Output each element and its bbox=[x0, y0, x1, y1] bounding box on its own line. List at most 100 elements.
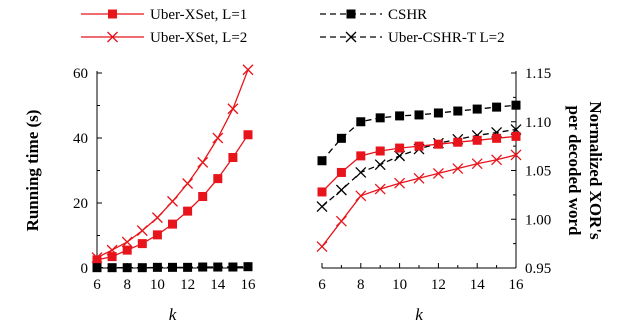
data-point bbox=[472, 104, 482, 114]
data-point bbox=[198, 262, 208, 272]
data-point bbox=[492, 133, 502, 143]
data-point bbox=[335, 215, 347, 227]
x-tick-label: 12 bbox=[180, 277, 195, 293]
data-point bbox=[452, 163, 464, 175]
series bbox=[92, 262, 253, 273]
series bbox=[91, 64, 254, 264]
data-point bbox=[243, 130, 253, 140]
data-point bbox=[491, 154, 503, 166]
y-tick-label: 60 bbox=[73, 66, 88, 82]
data-point bbox=[336, 133, 346, 143]
y-axis-title-line: per decoded word bbox=[565, 105, 584, 236]
data-point bbox=[374, 183, 386, 195]
data-point bbox=[107, 252, 117, 262]
data-point bbox=[137, 263, 147, 273]
data-point bbox=[152, 262, 162, 272]
y-tick-label: 20 bbox=[73, 196, 88, 212]
legend-marker bbox=[107, 31, 118, 43]
data-point bbox=[453, 137, 463, 147]
data-point bbox=[92, 255, 102, 265]
data-point bbox=[197, 156, 209, 168]
series bbox=[316, 124, 522, 213]
data-point bbox=[227, 103, 239, 115]
data-point bbox=[136, 225, 148, 237]
data-point bbox=[91, 252, 103, 264]
x-tick-label: 10 bbox=[392, 277, 407, 293]
data-point bbox=[356, 151, 366, 161]
legend-marker bbox=[346, 9, 356, 19]
x-tick-label: 14 bbox=[470, 277, 486, 293]
legend-label: Uber-CSHR-T L=2 bbox=[388, 30, 505, 46]
data-point bbox=[414, 141, 424, 151]
x-tick-label: 8 bbox=[357, 277, 365, 293]
y-tick-label: 1.00 bbox=[525, 212, 551, 228]
data-point bbox=[198, 192, 208, 201]
legend-entry: CSHR bbox=[320, 7, 427, 23]
legend: Uber-XSet, L=1 CSHR Uber-XSet, L=2 Uber-CSH… bbox=[81, 7, 505, 46]
y-axis-title-line: Normalized XOR's bbox=[586, 101, 605, 240]
data-point bbox=[511, 100, 521, 110]
data-point bbox=[242, 64, 254, 76]
data-point bbox=[510, 149, 522, 161]
data-point bbox=[395, 111, 405, 121]
data-point bbox=[355, 166, 367, 178]
x-axis-title: k bbox=[169, 305, 177, 324]
y-tick-label: 40 bbox=[73, 131, 88, 147]
y-axis-title: Running time (s) bbox=[23, 110, 42, 232]
series bbox=[92, 130, 253, 265]
data-point bbox=[168, 219, 177, 229]
data-point bbox=[432, 167, 444, 179]
data-point bbox=[511, 131, 521, 141]
data-point bbox=[243, 262, 253, 272]
data-point bbox=[212, 132, 224, 144]
series-line bbox=[321, 128, 517, 208]
data-point bbox=[167, 195, 178, 207]
legend-label: CSHR bbox=[388, 7, 427, 23]
data-point bbox=[183, 262, 193, 272]
data-point bbox=[316, 201, 328, 213]
legend-label: Uber-XSet, L=1 bbox=[150, 7, 247, 23]
x-tick-label: 12 bbox=[431, 277, 446, 293]
series bbox=[317, 131, 521, 197]
y-tick-label: 0.95 bbox=[525, 261, 551, 277]
data-point bbox=[356, 117, 366, 127]
data-point bbox=[106, 244, 118, 256]
series bbox=[317, 100, 521, 166]
legend-entry: Uber-XSet, L=2 bbox=[81, 30, 247, 46]
data-point bbox=[394, 177, 406, 189]
x-tick-label: 16 bbox=[509, 277, 525, 293]
running-time-chart: 6 8 10 12 14 16 k 0 20 40 60 Running time (s) bbox=[23, 64, 257, 324]
legend-marker bbox=[345, 31, 357, 43]
data-point bbox=[228, 153, 238, 162]
legend-entry: Uber-XSet, L=1 bbox=[81, 7, 247, 23]
data-point bbox=[151, 212, 163, 224]
data-point bbox=[168, 262, 177, 272]
data-point bbox=[183, 206, 193, 216]
data-point bbox=[492, 102, 502, 112]
x-tick-label: 6 bbox=[318, 277, 326, 293]
data-point bbox=[355, 190, 367, 202]
x-tick-label: 6 bbox=[93, 277, 101, 293]
y-tick-label: 0 bbox=[81, 261, 89, 277]
y-tick-label: 1.05 bbox=[525, 164, 551, 180]
series-line bbox=[321, 154, 517, 247]
data-point bbox=[413, 172, 425, 184]
series-line bbox=[96, 134, 249, 261]
data-point bbox=[453, 106, 463, 116]
data-point bbox=[316, 241, 328, 253]
legend-label: Uber-XSet, L=2 bbox=[150, 30, 247, 46]
y-axis-title: Normalized XOR'sper decoded word bbox=[565, 101, 605, 240]
xor-chart: 6 8 10 12 14 16 k 0.95 1.00 1.05 1.10 1.15 Normalize… bbox=[316, 66, 605, 324]
data-point bbox=[374, 159, 386, 171]
data-point bbox=[336, 167, 346, 177]
x-tick-label: 16 bbox=[241, 277, 257, 293]
axes bbox=[96, 71, 249, 269]
series bbox=[316, 149, 522, 253]
y-tick-label: 1.10 bbox=[525, 115, 551, 131]
data-point bbox=[213, 262, 223, 272]
data-point bbox=[472, 135, 482, 145]
data-point bbox=[433, 139, 443, 149]
data-point bbox=[213, 174, 223, 184]
data-point bbox=[182, 178, 194, 189]
x-tick-label: 8 bbox=[123, 277, 131, 293]
